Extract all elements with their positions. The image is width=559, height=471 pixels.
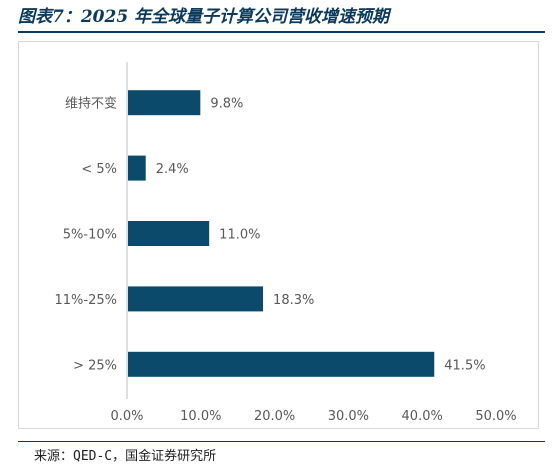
category-tick-label: 11%-25% — [55, 293, 117, 308]
bar-chart: 维持不变 9.8% < 5% 2.4% 5%-10% 11.0% 11%-25% 18.3% >… — [55, 62, 517, 424]
title-divider — [18, 31, 545, 33]
figure-title: 图表7：2025 年全球量子计算公司营收增速预期 — [18, 7, 390, 27]
x-tick-label: 0.0% — [110, 409, 143, 424]
category-tick-label: < 5% — [81, 162, 117, 177]
source-divider — [18, 441, 545, 442]
x-tick-label: 30.0% — [328, 409, 369, 424]
x-tick-label: 40.0% — [402, 409, 443, 424]
data-label: 18.3% — [273, 293, 314, 308]
data-label: 11.0% — [219, 228, 260, 243]
bar — [128, 221, 210, 246]
data-label: 9.8% — [210, 97, 243, 112]
x-tick-label: 50.0% — [475, 409, 516, 424]
chart-frame: 维持不变 9.8% < 5% 2.4% 5%-10% 11.0% 11%-25% 18.3% >… — [18, 41, 539, 429]
data-label: 41.5% — [444, 358, 485, 373]
bar — [128, 286, 264, 312]
bar — [128, 155, 146, 181]
category-tick-label: 5%-10% — [63, 228, 117, 243]
data-label: 2.4% — [156, 162, 189, 177]
category-tick-label: 维持不变 — [65, 96, 117, 112]
x-tick-label: 10.0% — [180, 409, 221, 424]
source-note: 来源：QED-C，国金证券研究所 — [34, 449, 217, 464]
x-tick-label: 20.0% — [254, 409, 295, 424]
bar — [128, 351, 435, 377]
category-tick-label: > 25% — [73, 358, 117, 373]
bar — [128, 90, 201, 116]
